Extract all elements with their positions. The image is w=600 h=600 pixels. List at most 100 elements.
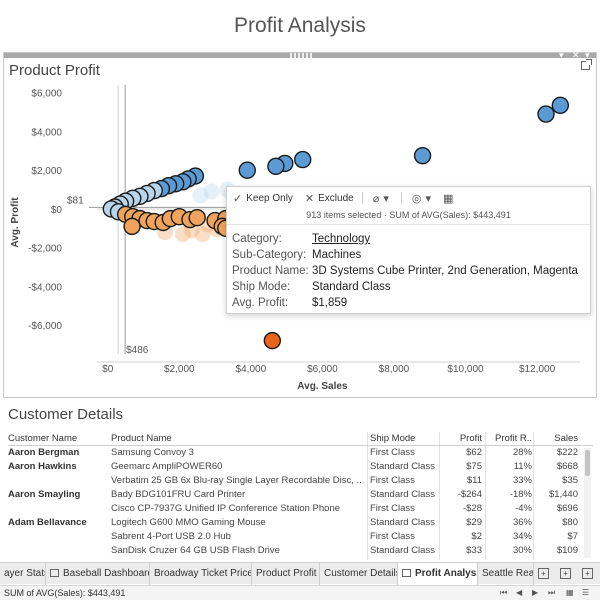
status-bar: SUM of AVG(Sales): $443,491 ⏮ ◀ ▶ ⏭ ▦ ☰ <box>0 585 600 600</box>
sheet-tab-label: Product Profit <box>256 568 317 579</box>
column-header[interactable]: Product Name <box>111 433 172 444</box>
sheet-tab-label: Customer Details <box>324 568 398 579</box>
sales-cell: $222 <box>556 447 578 458</box>
sheet-tab[interactable]: Seattle Real E <box>478 563 534 585</box>
table-row[interactable]: Aaron Smayling Bady BDG101FRU Card Printe… <box>8 488 593 502</box>
sheet-tab[interactable]: Product Profit <box>252 563 320 585</box>
x-tick-label: $12,000 <box>519 364 556 375</box>
column-header[interactable]: Profit R.. <box>495 433 532 444</box>
y-tick-label: -$6,000 <box>28 321 62 332</box>
remove-icon[interactable]: ✕ <box>572 50 580 60</box>
column-header[interactable]: Sales <box>554 433 578 444</box>
table-row[interactable]: Cisco CP-7937G Unified IP Conference Sta… <box>8 502 593 516</box>
profit-cell: $11 <box>466 475 482 486</box>
ship-mode-cell: First Class <box>370 475 415 486</box>
sheet-tab[interactable]: Profit Analysis <box>398 563 478 585</box>
profit-ratio-cell: 30% <box>512 545 532 556</box>
group-members-button[interactable]: ⌀ ▾ <box>373 192 393 205</box>
profit-ratio-cell: 11% <box>513 461 532 472</box>
new-story-icon[interactable]: + <box>582 568 593 579</box>
profit-cell: $2 <box>471 531 482 542</box>
ship-mode-cell: First Class <box>370 531 415 542</box>
next-sheet-icon[interactable]: ▶ <box>532 588 539 597</box>
y-tick-label: $2,000 <box>31 166 62 177</box>
x-tick-label: $10,000 <box>447 364 484 375</box>
sheet-tab[interactable]: Customer Details <box>320 563 398 585</box>
customer-details-table[interactable]: Customer Name Product Name Ship Mode Pro… <box>8 432 593 558</box>
tooltip-divider <box>227 224 590 225</box>
keep-only-button[interactable]: ✓ Keep Only <box>233 192 293 205</box>
view-data-button[interactable]: ▦ <box>443 192 457 205</box>
sheet-tab[interactable]: Broadway Ticket Prices <box>150 563 252 585</box>
column-divider <box>533 432 534 560</box>
sheet-tab[interactable]: ayer Stats <box>0 563 46 585</box>
new-worksheet-icon[interactable]: + <box>538 568 549 579</box>
more-options-icon[interactable]: ▾ <box>585 50 590 60</box>
sales-cell: $35 <box>562 475 578 486</box>
prev-sheet-icon[interactable]: ◀ <box>516 588 523 597</box>
sales-cell: $109 <box>556 545 578 556</box>
tooltip-row: Sub-Category: Machines <box>232 247 578 263</box>
sales-cell: $7 <box>567 531 578 542</box>
last-sheet-icon[interactable]: ⏭ <box>548 588 556 597</box>
dashboard-icon <box>402 569 411 577</box>
sheet-tab-label: Broadway Ticket Prices <box>154 568 252 579</box>
x-tick-label: $0 <box>102 364 114 375</box>
table-row[interactable]: SanDisk Cruzer 64 GB USB Flash Drive Stan… <box>8 544 593 558</box>
new-dashboard-icon[interactable]: + <box>560 568 571 579</box>
selection-summary: 913 items selected · SUM of AVG(Sales): … <box>306 210 511 220</box>
exclude-label: Exclude <box>318 192 354 204</box>
tooltip-row: Category: Technology <box>232 231 578 247</box>
table-scrollbar[interactable] <box>584 448 591 558</box>
y-tick-label: -$4,000 <box>28 282 62 293</box>
column-divider <box>439 432 440 560</box>
column-header[interactable]: Profit <box>459 433 482 444</box>
tooltip-row: Product Name: 3D Systems Cube Printer, 2… <box>232 263 578 279</box>
column-header[interactable]: Ship Mode <box>370 433 416 444</box>
grip-icon[interactable] <box>290 53 312 58</box>
customer-details-title: Customer Details <box>8 406 124 423</box>
create-set-button[interactable]: ◎ ▾ <box>412 192 435 205</box>
data-point <box>413 146 432 165</box>
profit-ratio-cell: -4% <box>515 503 532 514</box>
table-row[interactable]: Sabrent 4-Port USB 2.0 Hub First Class $2 3… <box>8 530 593 544</box>
ship-mode-cell: Standard Class <box>370 545 435 556</box>
tooltip-value: Machines <box>312 249 362 261</box>
data-point-faded <box>192 187 209 204</box>
profit-cell: $33 <box>466 545 482 556</box>
tooltip-value: $1,859 <box>312 297 348 309</box>
check-icon: ✓ <box>233 192 243 205</box>
popout-icon[interactable] <box>581 59 592 70</box>
table-row[interactable]: Aaron Bergman Samsung Convoy 3 First Class… <box>8 446 593 460</box>
table-row[interactable]: Aaron Hawkins Geemarc AmpliPOWER60 Standar… <box>8 460 593 474</box>
data-point <box>238 161 256 179</box>
table-row[interactable]: Verbatim 25 GB 6x Blu-ray Single Layer R… <box>8 474 593 488</box>
x-tick-label: $4,000 <box>236 364 267 375</box>
exclude-button[interactable]: ✕ Exclude <box>305 192 354 205</box>
reference-line-label: $486 <box>126 345 149 356</box>
ship-mode-cell: First Class <box>370 447 415 458</box>
profit-cell: $29 <box>466 517 482 528</box>
status-text: SUM of AVG(Sales): $443,491 <box>4 588 126 598</box>
chevron-down-icon: ▾ <box>383 192 389 205</box>
ship-mode-cell: First Class <box>370 503 415 514</box>
dashboard-icon <box>50 569 59 577</box>
filter-icon[interactable]: ▾ <box>559 50 564 60</box>
data-point <box>294 150 312 169</box>
list-view-icon[interactable]: ☰ <box>582 588 590 597</box>
profit-ratio-cell: 28% <box>512 447 532 458</box>
sheet-tabs: ayer Stats Baseball Dashboard Broadway Tic… <box>0 562 600 585</box>
tooltip-row: Avg. Profit: $1,859 <box>232 295 578 311</box>
tooltip-value-link[interactable]: Technology <box>312 233 371 245</box>
column-divider <box>485 432 486 560</box>
scrollbar-thumb[interactable] <box>585 450 590 476</box>
profit-ratio-cell: 36% <box>512 517 532 528</box>
first-sheet-icon[interactable]: ⏮ <box>500 588 508 597</box>
column-header[interactable]: Customer Name <box>8 433 78 444</box>
sheet-tab[interactable]: Baseball Dashboard <box>46 563 150 585</box>
grid-view-icon[interactable]: ▦ <box>566 588 574 597</box>
chevron-down-icon: ▾ <box>425 192 432 205</box>
tooltip-key: Ship Mode: <box>232 281 291 293</box>
table-row[interactable]: Adam Bellavance Logitech G600 MMO Gaming … <box>8 516 593 530</box>
profit-cell: -$28 <box>462 503 482 514</box>
